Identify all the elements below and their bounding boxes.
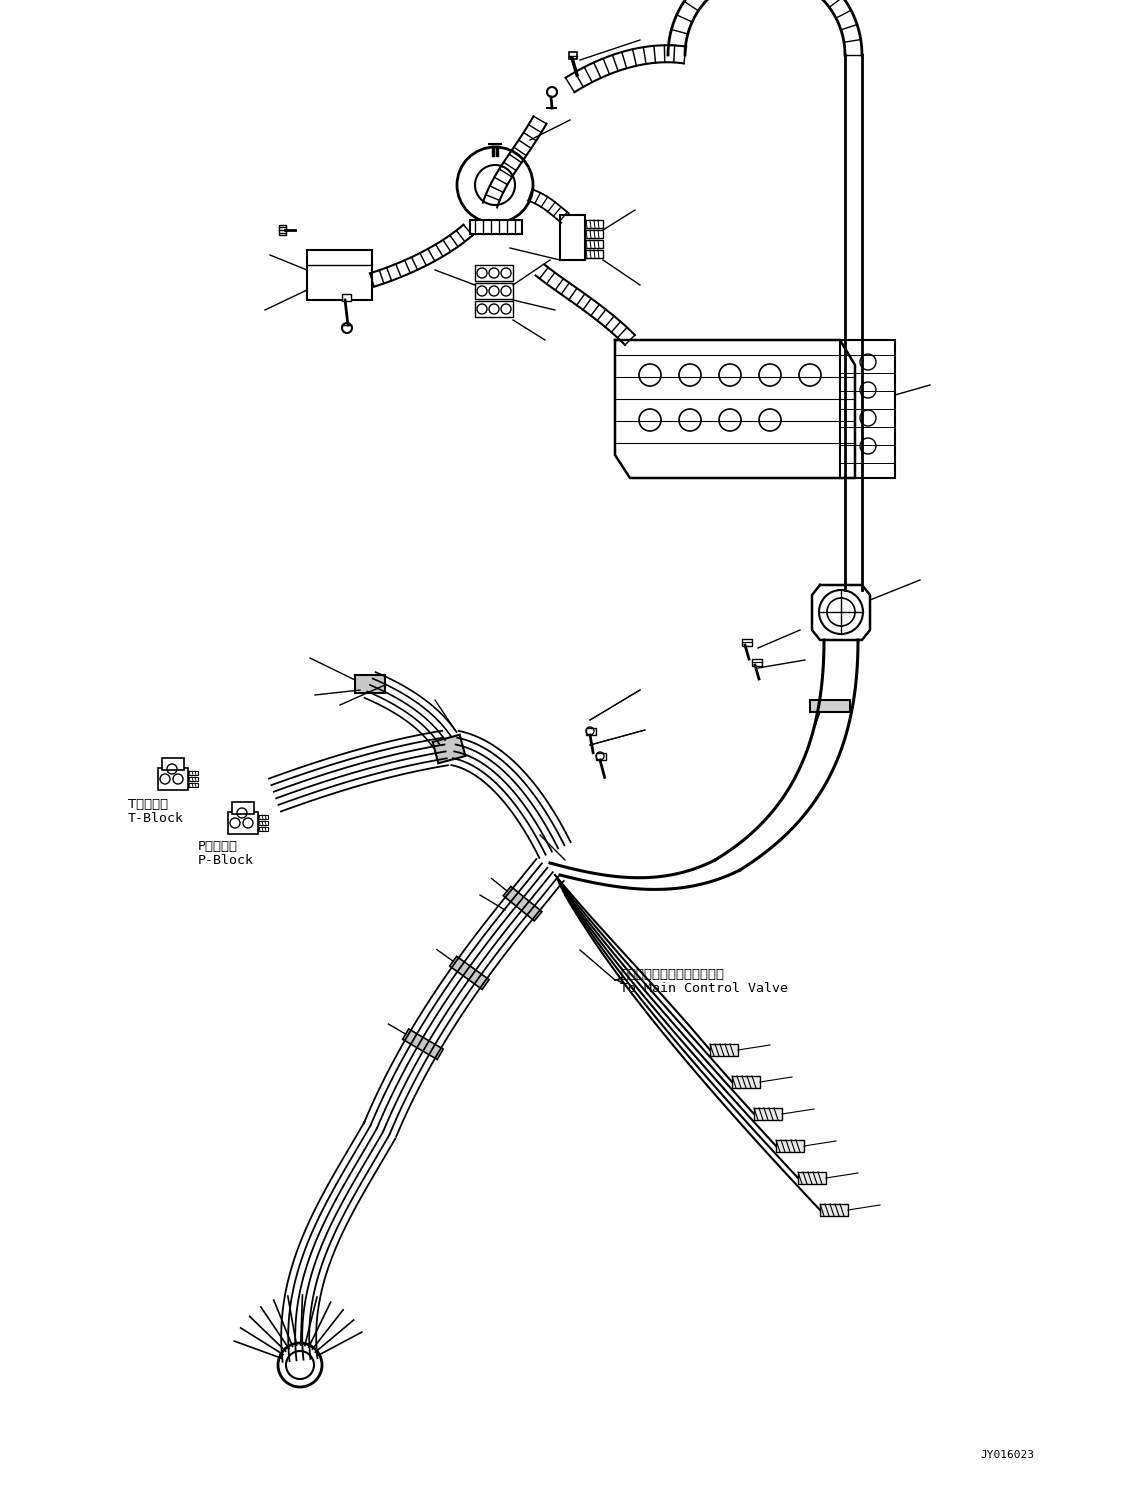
Bar	[742, 639, 752, 646]
Text: Tブロック: Tブロック	[128, 798, 168, 812]
Text: To Main Control Valve: To Main Control Valve	[620, 983, 788, 995]
Text: JY016023: JY016023	[980, 1450, 1034, 1461]
Bar	[560, 214, 585, 261]
Text: Pブロック: Pブロック	[198, 840, 238, 853]
Bar	[503, 886, 542, 920]
Bar	[585, 229, 604, 238]
Bar	[162, 758, 184, 770]
Bar	[475, 283, 513, 299]
Bar	[449, 956, 489, 989]
Bar	[433, 734, 465, 764]
Bar	[798, 1172, 826, 1184]
Text: メインコントロールバルブへ: メインコントロールバルブへ	[620, 968, 724, 981]
Bar	[475, 301, 513, 317]
Bar	[585, 240, 604, 249]
Bar	[585, 250, 604, 258]
Bar	[732, 1077, 760, 1088]
Bar	[258, 826, 267, 831]
Bar	[470, 220, 522, 234]
Bar	[187, 771, 198, 774]
Bar	[569, 52, 577, 60]
Bar	[596, 753, 606, 759]
Bar	[586, 728, 596, 736]
Bar	[355, 675, 385, 692]
Bar	[585, 220, 604, 228]
Text: T-Block: T-Block	[128, 812, 184, 825]
Bar	[840, 339, 895, 478]
Bar	[258, 820, 267, 825]
Bar	[307, 250, 371, 299]
Bar	[158, 768, 187, 791]
Bar	[279, 225, 286, 235]
Bar	[475, 265, 513, 281]
Bar	[232, 803, 254, 814]
Bar	[820, 1205, 848, 1217]
Bar	[258, 814, 267, 819]
Bar	[754, 1108, 782, 1120]
Bar	[342, 293, 351, 301]
Bar	[187, 783, 198, 788]
Bar	[227, 812, 258, 834]
Bar	[810, 700, 850, 712]
Bar	[710, 1044, 738, 1056]
Bar	[752, 660, 762, 666]
Bar	[187, 777, 198, 782]
Text: P-Block: P-Block	[198, 855, 254, 867]
Bar	[776, 1141, 804, 1152]
Bar	[402, 1029, 443, 1060]
